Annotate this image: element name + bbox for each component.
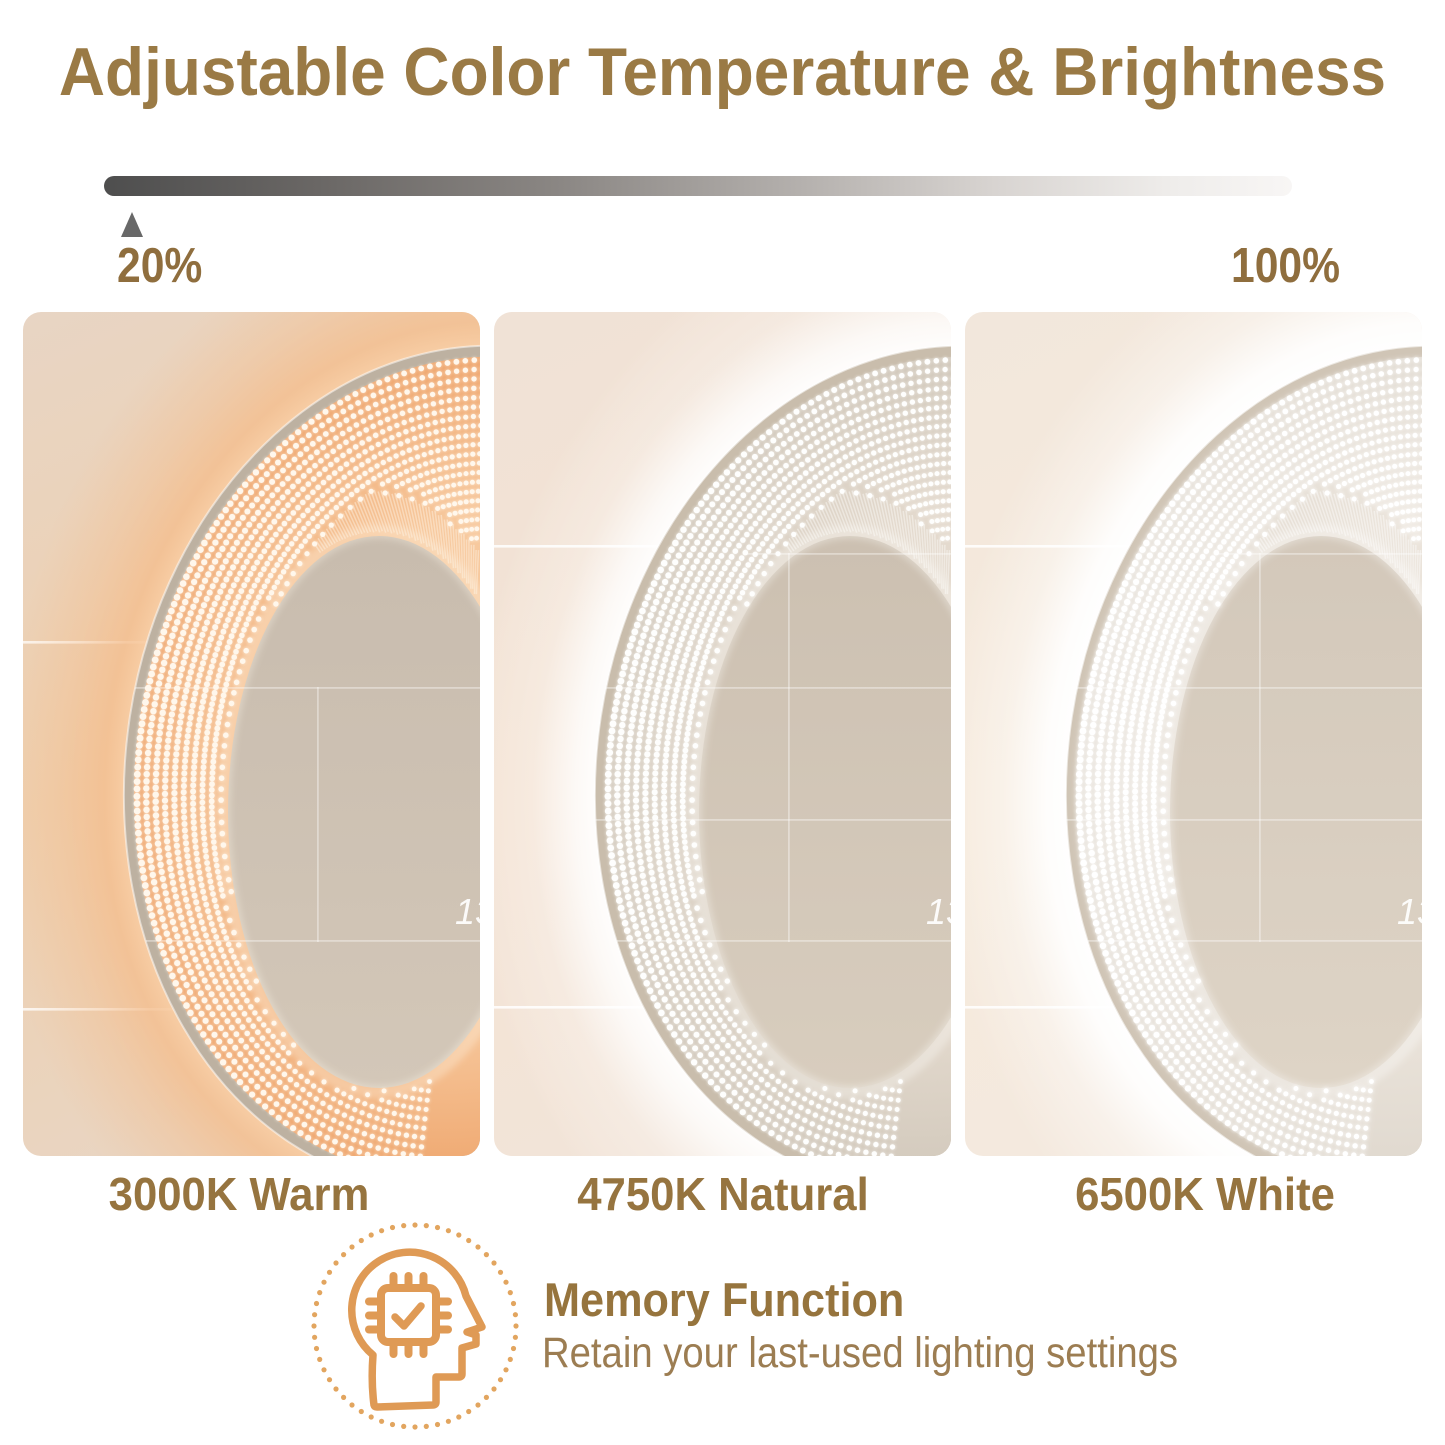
svg-text:13:: 13:	[455, 891, 480, 932]
svg-text:13:: 13:	[926, 891, 951, 932]
svg-text:13:: 13:	[1397, 891, 1422, 932]
